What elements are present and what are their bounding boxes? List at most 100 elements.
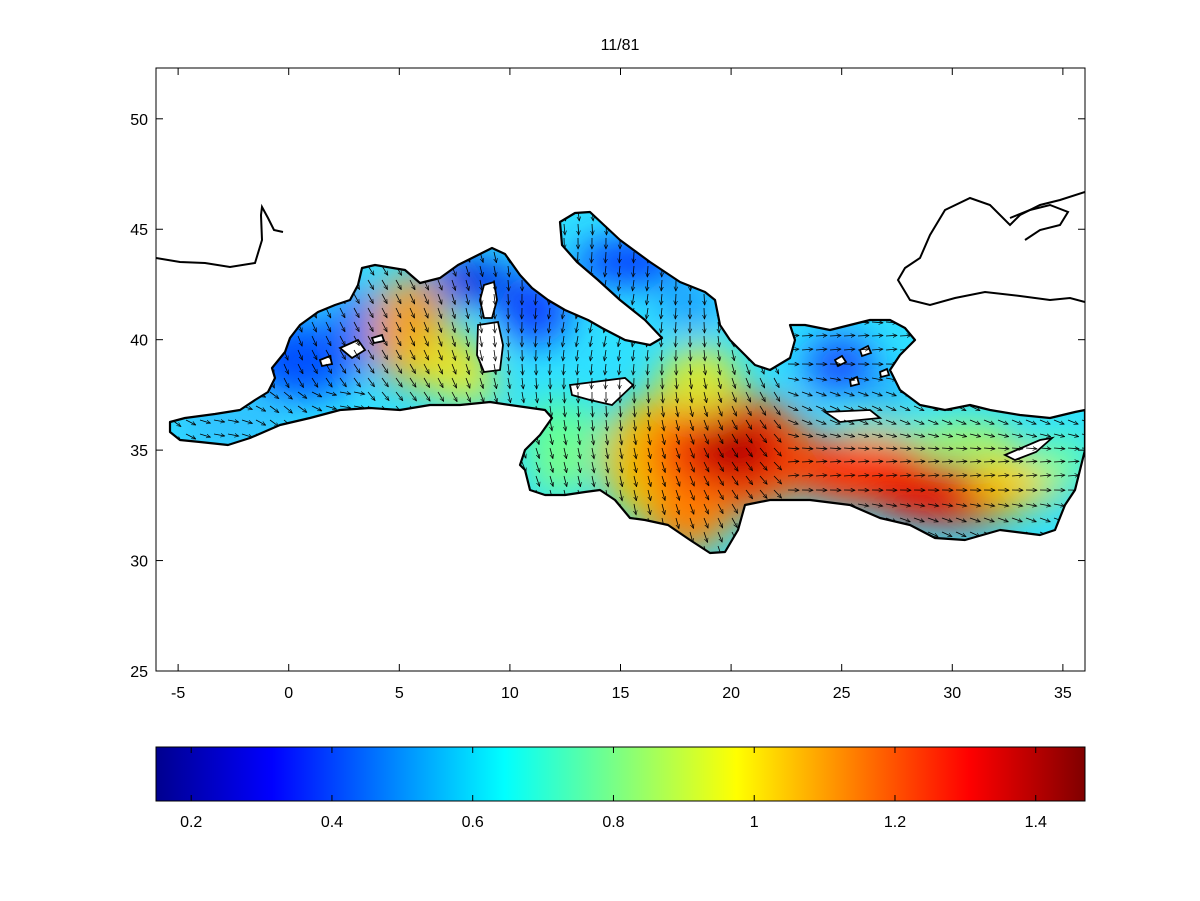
vector-arrow [465,377,470,388]
vector-arrow [941,461,953,462]
vector-arrow [494,265,496,277]
vector-arrow [871,419,882,424]
vector-arrow [913,475,925,476]
vector-arrow [801,391,812,396]
vector-arrow [871,504,883,506]
vector-arrow [634,433,636,445]
vector-arrow [1025,434,1037,437]
vector-arrow [493,391,497,403]
x-tick-label: 5 [395,685,404,702]
vector-arrow [941,504,953,506]
vector-arrow [717,433,724,444]
vector-arrow [745,405,751,416]
vector-arrow [885,335,897,336]
vector-arrow [311,391,322,398]
vector-arrow [689,517,694,528]
vector-arrow [997,434,1009,437]
vector-arrow [550,391,551,403]
vector-arrow [899,475,911,476]
vector-arrow [648,461,651,473]
vector-arrow [395,335,402,346]
vector-arrow [857,391,868,396]
vector-arrow [787,461,799,462]
vector-arrow [1039,434,1051,437]
vector-arrow [731,489,738,499]
vector-arrow [829,335,841,336]
vector-arrow [718,349,720,361]
vector-arrow [885,448,897,449]
vector-arrow [983,475,995,476]
vector-arrow [955,419,966,424]
vector-arrow [591,377,592,389]
vector-arrow [983,504,995,506]
vector-arrow [1053,448,1065,449]
y-tick-label: 35 [130,443,148,460]
vector-arrow [451,363,456,374]
vector-arrow [465,391,471,402]
vector-arrow [927,448,939,449]
vector-arrow [997,461,1009,462]
vector-arrow [773,475,782,484]
vector-arrow [494,307,495,319]
vector-arrow [969,517,980,522]
vector-arrow [606,475,608,487]
vector-arrow [661,489,665,501]
vector-arrow [564,419,566,431]
vector-arrow [899,419,910,424]
vector-arrow [646,307,648,319]
vector-arrow [689,475,694,486]
vector-arrow [1039,419,1050,424]
vector-arrow [494,293,495,305]
vector-arrow [815,475,827,476]
colorbar-tick-label: 0.6 [462,814,484,831]
vector-arrow [578,419,579,431]
vector-arrow [395,391,403,401]
vector-arrow [535,475,540,486]
vector-arrow [969,434,981,437]
vector-arrow [634,489,636,501]
vector-arrow [325,377,332,387]
vector-arrow [578,251,579,263]
vector-arrow [592,405,593,417]
vector-arrow [620,461,622,473]
vector-arrow [576,321,578,333]
vector-arrow [283,391,292,399]
vector-arrow [1025,517,1036,522]
vector-arrow [731,419,737,430]
vector-arrow [704,349,705,361]
vector-arrow [367,279,374,290]
vector-arrow [829,419,840,424]
vector-arrow [857,504,869,506]
vector-arrow [409,307,415,318]
vector-arrow [339,321,346,332]
vector-arrow [843,378,855,380]
vector-arrow [689,461,694,472]
vector-arrow [605,265,606,277]
x-tick-label: 10 [501,685,519,702]
vector-arrow [578,223,579,235]
vector-arrow [675,293,676,305]
vector-arrow [606,419,607,431]
vector-arrow [633,279,635,291]
vector-arrow [787,405,798,411]
vector-arrow [913,405,924,411]
vector-arrow [648,489,651,501]
vector-arrow [605,363,606,375]
vector-arrow [255,419,266,425]
vector-arrow [590,335,592,347]
vector-arrow [578,212,579,221]
vector-arrow [913,434,925,437]
vector-arrow [731,447,738,457]
vector-arrow [927,504,939,506]
vector-arrow [508,391,511,403]
vector-arrow [885,461,897,462]
vector-arrow [620,419,621,431]
vector-arrow [745,363,750,374]
vector-arrow [339,406,351,408]
vector-arrow [983,461,995,462]
vector-arrow [562,321,564,333]
vector-arrow [213,420,225,422]
vector-arrow [409,279,416,290]
vector-arrow [773,489,782,498]
vector-arrow [648,391,649,403]
